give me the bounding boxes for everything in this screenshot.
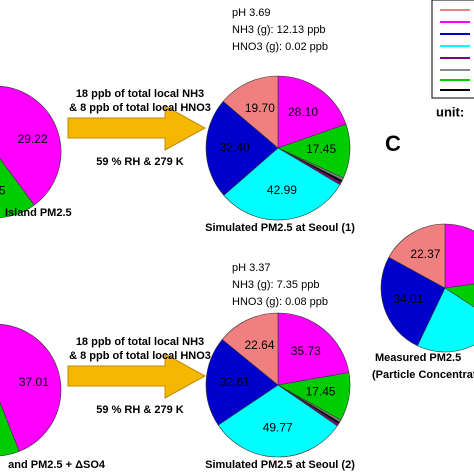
annotation: 18 ppb of total local NH3	[76, 88, 204, 100]
slice-label: 32.61	[220, 375, 250, 389]
slice-label: 29.22	[18, 132, 48, 146]
panel-label: C	[385, 131, 401, 156]
annotation: & 8 ppb of total local HNO3	[69, 102, 211, 114]
slice-label: 19.70	[245, 101, 275, 115]
slice-label: 17.45	[0, 184, 6, 198]
unit-label: unit:	[436, 104, 464, 119]
slice-label: 35.73	[291, 344, 321, 358]
slice-label: 28.10	[288, 105, 318, 119]
pie-slice	[0, 323, 62, 452]
annotation: pH 3.37	[232, 262, 271, 274]
pie-title: and PM2.5 + ΔSO4	[8, 459, 106, 471]
arrow	[67, 353, 207, 399]
arrow	[67, 105, 207, 151]
pie-slice	[222, 75, 279, 149]
annotation: HNO3 (g): 0.08 ppb	[232, 296, 328, 308]
pie-slice	[205, 100, 279, 196]
pie-slice	[223, 147, 341, 221]
slice-label: 32.40	[220, 140, 250, 154]
slice-label: 22.37	[410, 247, 440, 261]
annotation: NH3 (g): 12.13 ppb	[232, 24, 326, 36]
annotation: 59 % RH & 279 K	[96, 156, 183, 168]
slice-label: 34.01	[393, 292, 423, 306]
pie-subtitle: (Particle Concentration)	[372, 369, 474, 381]
pie-slice	[0, 85, 62, 206]
pie-slice	[277, 312, 350, 386]
slice-label: 37.01	[19, 375, 49, 389]
slice-label: 22.64	[244, 338, 274, 352]
pie-title: Measured PM2.5	[375, 352, 461, 364]
pie-slice	[388, 223, 446, 289]
annotation: NH3 (g): 7.35 ppb	[232, 279, 319, 291]
slice-label: 42.99	[267, 183, 297, 197]
pie-slice	[444, 223, 474, 289]
annotation: pH 3.69	[232, 7, 271, 19]
pie-slice	[417, 287, 474, 353]
pie-slice	[205, 339, 279, 426]
pie-slice	[221, 312, 279, 386]
annotation: 18 ppb of total local NH3	[76, 336, 204, 348]
annotation: HNO3 (g): 0.02 ppb	[232, 41, 328, 53]
slice-label: 49.77	[263, 420, 293, 434]
slice-label: 17.45	[306, 142, 336, 156]
pie-slice	[217, 384, 338, 458]
annotation: 59 % RH & 279 K	[96, 404, 183, 416]
slice-label: 17.45	[306, 384, 336, 398]
legend-box	[431, 0, 474, 99]
pie-slice	[0, 401, 20, 457]
pie-title: Simulated PM2.5 at Seoul (2)	[205, 459, 355, 471]
pie-title: Island PM2.5	[5, 207, 72, 219]
pie-slice	[0, 158, 35, 219]
annotation: & 8 ppb of total local HNO3	[69, 350, 211, 362]
pie-title: Simulated PM2.5 at Seoul (1)	[205, 222, 355, 234]
pie-slice	[444, 283, 474, 308]
